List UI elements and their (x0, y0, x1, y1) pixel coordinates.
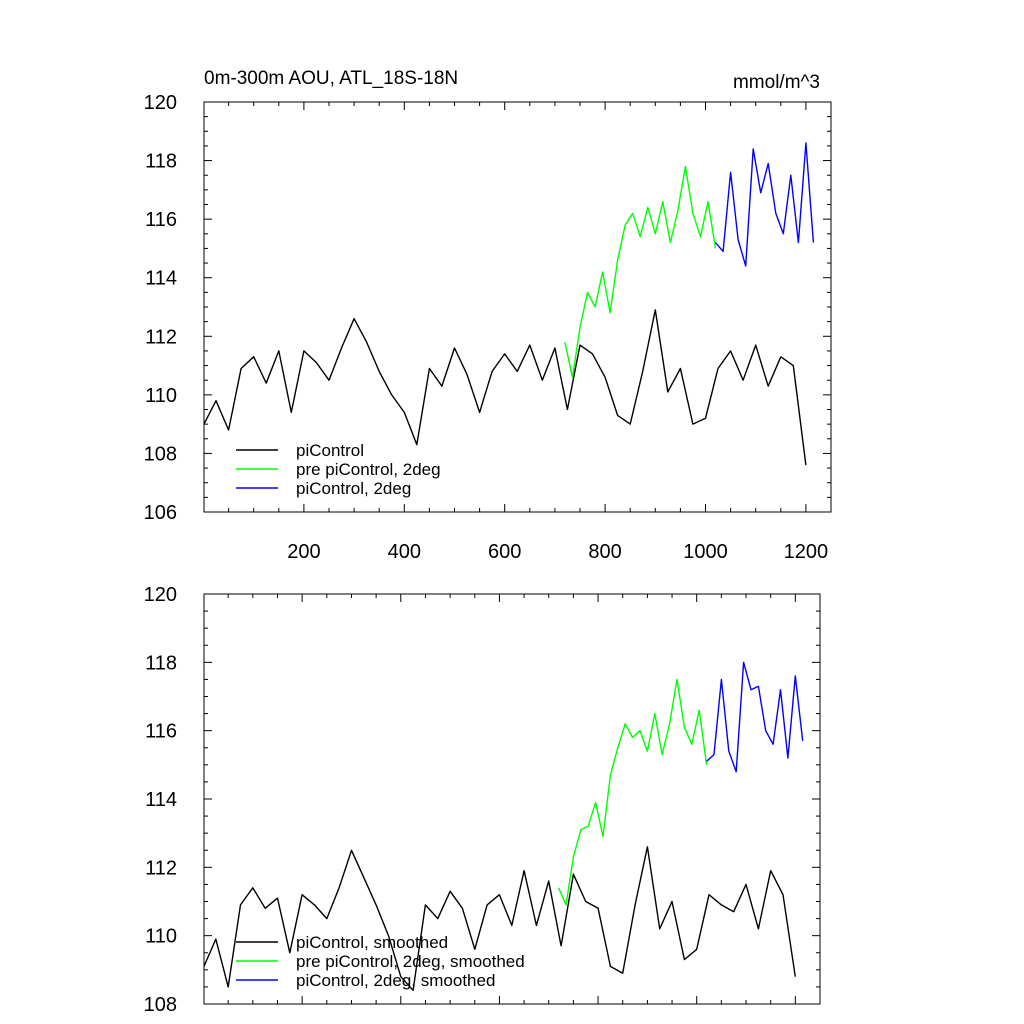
x-tick-label: 1200 (784, 541, 829, 563)
legend-label: piControl, smoothed (296, 933, 448, 952)
top-panel: 0m-300m AOU, ATL_18S-18N mmol/m^3 200 400… (144, 68, 832, 563)
y-tick-label: 106 (144, 502, 177, 524)
units-label: mmol/m^3 (733, 72, 820, 93)
legend-label: piControl (296, 441, 364, 460)
legend-label: piControl, 2deg (296, 479, 411, 498)
y-tick-label: 118 (145, 652, 177, 674)
y-tick-label: 108 (144, 994, 177, 1016)
x-tick-label: 800 (588, 541, 621, 563)
y-tick-label: 120 (144, 92, 177, 114)
series-line (203, 846, 796, 991)
y-tick-label: 116 (145, 721, 177, 743)
y-tick-label: 110 (145, 385, 177, 407)
x-tick-label: 400 (388, 541, 421, 563)
legend-label: pre piControl, 2deg (296, 460, 441, 479)
y-tick-label: 112 (145, 857, 177, 879)
series-line (706, 661, 804, 773)
x-tick-label: 1000 (683, 541, 728, 563)
series-line (564, 165, 717, 378)
y-tick-label: 112 (145, 326, 177, 348)
x-tick-label: 600 (488, 541, 521, 563)
y-tick-label: 114 (145, 789, 177, 811)
bottom-panel: 108 110 112 114 116 118 120 piControl, smoothed… (144, 584, 821, 1016)
series-line (203, 309, 807, 466)
y-tick-label: 114 (145, 268, 177, 290)
x-tick-label: 200 (287, 541, 320, 563)
series-line (557, 678, 708, 906)
y-tick-label: 116 (145, 209, 177, 231)
chart-title: 0m-300m AOU, ATL_18S-18N (204, 68, 458, 89)
y-tick-label: 120 (144, 584, 177, 606)
y-tick-label: 110 (145, 926, 177, 948)
legend-label: pre piControl, 2deg, smoothed (296, 952, 525, 971)
y-tick-label: 118 (145, 151, 177, 173)
legend-label: piControl, 2deg, smoothed (296, 971, 495, 990)
y-tick-label: 108 (144, 443, 177, 465)
series-line (714, 142, 815, 267)
